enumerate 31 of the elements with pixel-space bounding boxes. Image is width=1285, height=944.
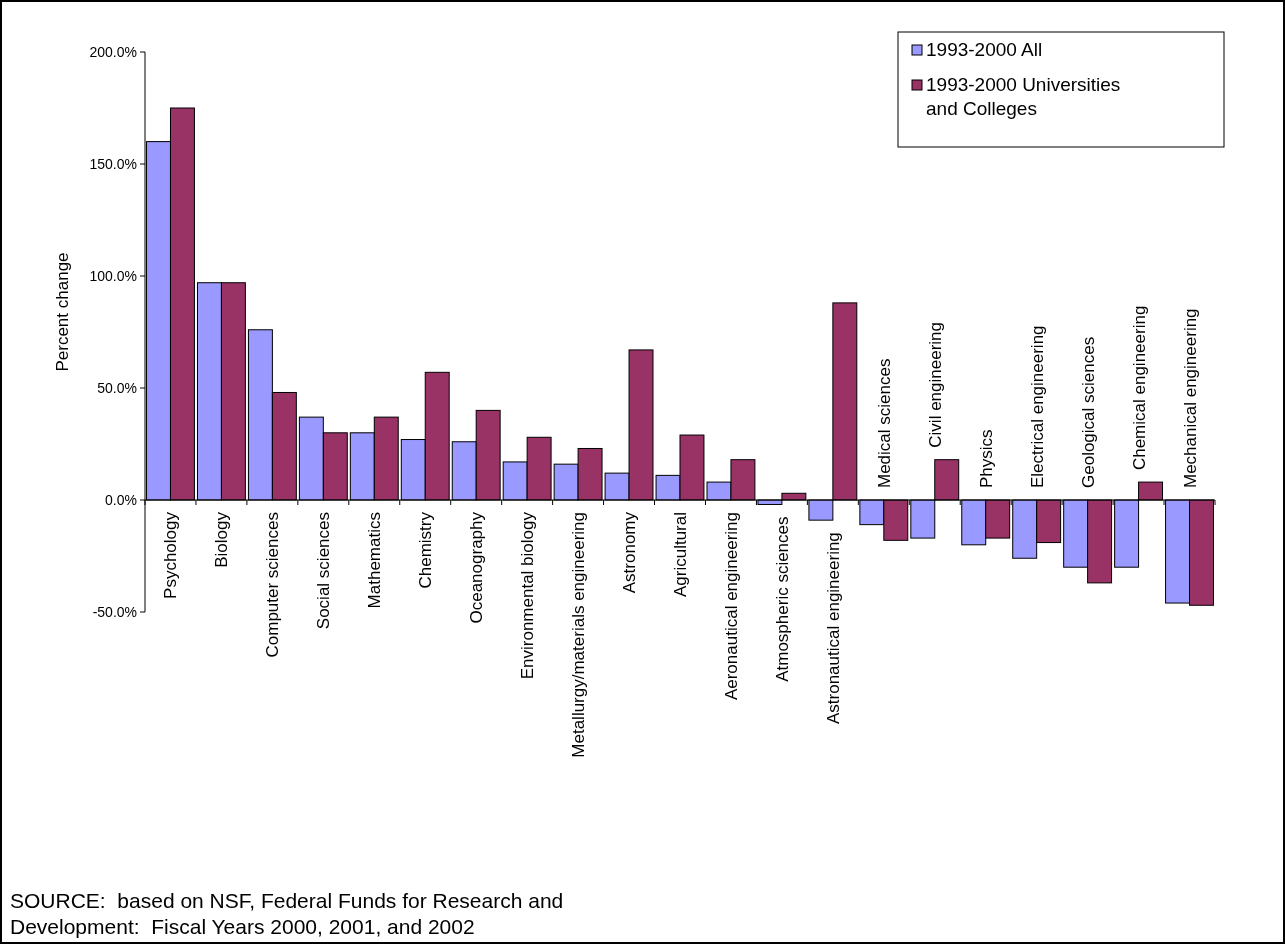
x-tick-label: Mathematics (365, 512, 385, 609)
x-tick-label: Computer sciences (263, 512, 283, 658)
x-tick-label: Agricultural (671, 512, 690, 598)
legend-label: 1993-2000 All (926, 39, 1043, 60)
x-tick-label: Astronomy (620, 511, 640, 594)
x-tick-label: Biology (212, 511, 232, 568)
x-tick-label: Chemistry (416, 511, 436, 589)
source-note: SOURCE: based on NSF, Federal Funds for Research and Development: Fiscal Years 2000, 2001, and 2002 (10, 889, 564, 938)
x-tick-label: Oceanography (467, 511, 487, 624)
x-tick-label: Environmental biology (518, 511, 538, 680)
x-tick-label: Metallurgy/materials engineering (569, 512, 589, 758)
y-tick-label: -50.0% (92, 603, 137, 620)
y-tick-label: 150.0% (89, 155, 137, 172)
x-tick-label: Mechanical engineering (1180, 308, 1200, 488)
x-tick-label: Electrical engineering (1027, 325, 1047, 488)
x-tick-label: Astronautical engineering (823, 532, 843, 725)
x-tick-label: Atmospheric sciences (772, 516, 792, 682)
x-tick-label: Chemical engineering (1129, 305, 1149, 471)
y-tick-label: 200.0% (89, 43, 137, 60)
x-tick-label: Social sciences (314, 512, 334, 630)
x-tick-label: Medical sciences (874, 358, 894, 488)
x-tick-label: Geological sciences (1078, 336, 1098, 488)
y-tick-label: 100.0% (89, 267, 137, 284)
x-tick-label: Aeronautical engineering (721, 512, 741, 701)
x-tick-label: Civil engineering (925, 321, 945, 448)
y-axis-title: Percent change (53, 252, 72, 372)
x-tick-label: Psychology (161, 511, 181, 599)
y-tick-label: 0.0% (105, 491, 137, 508)
legend-label: 1993-2000 Universities and Colleges (926, 74, 1121, 119)
x-tick-label: Physics (976, 429, 996, 488)
y-tick-label: 50.0% (97, 379, 137, 396)
